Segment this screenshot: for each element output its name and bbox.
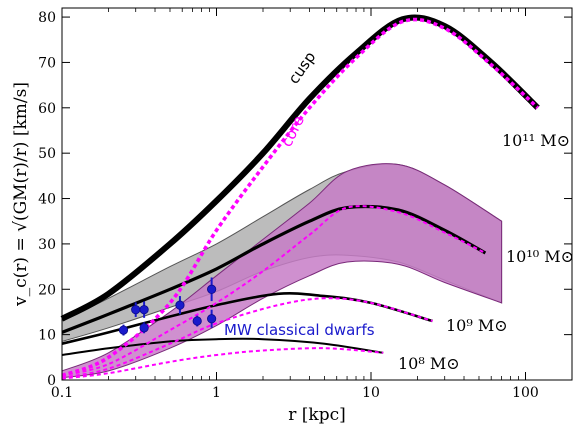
dwarf-marker: [139, 305, 149, 315]
line-m8-cusp: [61, 337, 384, 356]
line-m11-core: [61, 17, 539, 378]
x-axis-label: r [kpc]: [288, 405, 346, 425]
line-m9-core: [61, 297, 433, 379]
line-m8-core: [61, 347, 384, 380]
band-m10-core: [61, 163, 503, 379]
annotation-m8: 10⁸ M⊙: [398, 354, 460, 373]
dwarf-marker: [207, 314, 217, 324]
annotation-m9: 10⁹ M⊙: [446, 316, 508, 335]
y-tick-label: 20: [38, 282, 56, 298]
ticks-layer: [61, 8, 572, 381]
tick-labels-layer: 0.1 1 10 100 0 10 20 30 40 50 60 70 80: [38, 10, 539, 401]
y-tick-label: 0: [47, 373, 56, 389]
dwarf-marker: [175, 300, 185, 310]
dwarf-point: [192, 315, 202, 327]
annotation-m11: 10¹¹ M⊙: [502, 131, 570, 150]
dwarf-point: [118, 324, 129, 336]
line-m10-cusp: [61, 204, 487, 334]
dwarf-point: [207, 309, 217, 328]
plot-frame: [61, 7, 573, 381]
x-tick-label: 10: [362, 385, 380, 401]
annotation-m10: 10¹⁰ M⊙: [506, 247, 574, 266]
y-tick-label: 10: [38, 328, 56, 344]
dwarf-point: [139, 301, 149, 318]
line-m10-core: [61, 205, 486, 377]
dwarf-marker: [131, 305, 141, 315]
annotation-dwarfs: MW classical dwarfs: [224, 321, 375, 339]
dwarf-marker: [192, 316, 202, 326]
y-tick-label: 70: [38, 55, 56, 71]
points-layer: [118, 277, 217, 336]
line-m11-cusp: [60, 14, 540, 322]
dwarf-point: [207, 277, 217, 302]
x-tick-label: 0.1: [51, 385, 73, 401]
dwarf-point: [139, 322, 149, 334]
lines-layer: [60, 14, 540, 380]
y-tick-label: 80: [38, 10, 56, 26]
y-axis-label: v_c(r) = √(GM(r)/r) [km/s]: [11, 82, 31, 307]
x-tick-label: 100: [512, 385, 539, 401]
dwarf-marker: [207, 284, 217, 294]
y-tick-label: 30: [38, 237, 56, 253]
dwarf-point: [175, 296, 185, 315]
y-tick-label: 60: [38, 101, 56, 117]
dwarf-marker: [118, 325, 129, 335]
y-tick-label: 50: [38, 146, 56, 162]
x-tick-label: 1: [212, 385, 221, 401]
dwarf-marker: [139, 323, 149, 333]
y-tick-label: 40: [38, 192, 56, 208]
